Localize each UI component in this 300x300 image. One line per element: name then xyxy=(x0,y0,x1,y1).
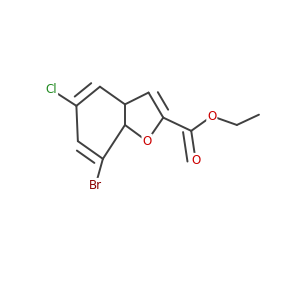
Text: Br: Br xyxy=(89,179,102,192)
Text: O: O xyxy=(207,110,217,123)
Text: O: O xyxy=(142,135,152,148)
Text: O: O xyxy=(191,154,200,167)
Text: Cl: Cl xyxy=(46,83,57,96)
